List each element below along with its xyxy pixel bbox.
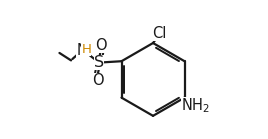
Text: N: N	[76, 43, 87, 58]
Text: Cl: Cl	[152, 26, 166, 41]
Text: O: O	[95, 38, 107, 53]
Text: NH$_2$: NH$_2$	[181, 97, 210, 115]
Text: O: O	[92, 73, 103, 88]
Text: S: S	[94, 55, 104, 70]
Text: H: H	[81, 43, 91, 56]
